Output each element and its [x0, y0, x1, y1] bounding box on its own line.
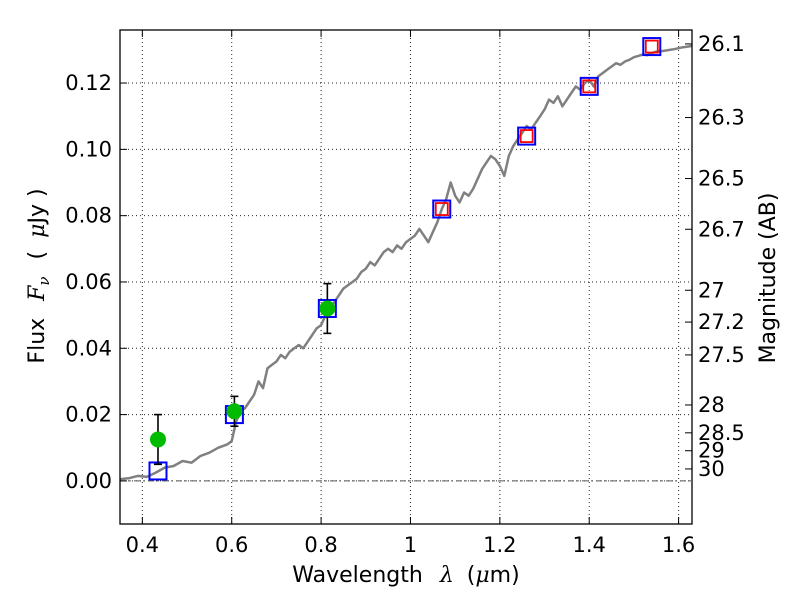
model-photometry-marker [642, 37, 662, 57]
ticks: 0.4 0.6 0.8 1 1.2 1.4 1.6 0.00 0.02 0.04 0.06 0.08 0… [65, 30, 745, 557]
x-tick-label: 0.8 [304, 533, 337, 557]
y-tick-label: 0.10 [65, 137, 112, 161]
y-tick-label: 0.06 [65, 270, 112, 294]
y-tick-label: 0.00 [65, 469, 112, 493]
y-tick-label: 0.12 [65, 71, 112, 95]
measured-point [149, 431, 166, 448]
magnitude-tick-label: 27.2 [698, 310, 745, 334]
magnitude-tick-label: 27 [698, 278, 725, 302]
magnitude-tick-label: 29 [698, 439, 725, 463]
measured-point [319, 300, 336, 317]
upper-limit-marker [582, 79, 597, 94]
magnitude-tick-label: 28 [698, 393, 725, 417]
y-tick-label: 0.02 [65, 403, 112, 427]
model-photometry-marker [432, 199, 452, 219]
y-axis-title-text: Flux [25, 318, 50, 364]
model-photometry-marker [579, 76, 599, 96]
y-axis-title-unit-rest: Jy ) [25, 188, 50, 225]
x-axis-title-unit-rest: m) [490, 563, 520, 588]
upper-limit-marker [644, 39, 659, 54]
magnitude-tick-label: 28.5 [698, 421, 745, 445]
magnitude-tick-label: 26.5 [698, 167, 745, 191]
model-photometry-marker [517, 126, 537, 146]
x-axis-title-text: Wavelength [292, 563, 423, 588]
x-axis-title: Wavelength λ (μm) [292, 563, 519, 588]
x-tick-label: 1 [404, 533, 417, 557]
plot-frame [119, 29, 693, 525]
y-axis-title-subscript: ν [35, 276, 53, 285]
series-layer [119, 37, 693, 481]
x-axis-title-unit-open: ( [467, 563, 476, 588]
magnitude-tick-label: 26.7 [698, 217, 745, 241]
y-axis-title: Flux Fν ( μJy ) [25, 188, 55, 363]
magnitude-tick-label: 26.3 [698, 106, 745, 130]
magnitude-tick-label: 26.1 [698, 32, 745, 56]
x-axis-title-unit-mu: μ [475, 563, 489, 588]
x-tick-label: 0.4 [126, 533, 159, 557]
y-tick-label: 0.04 [65, 336, 112, 360]
x-tick-label: 0.6 [215, 533, 248, 557]
measured-point [226, 403, 243, 420]
upper-limit-marker [519, 129, 534, 143]
y-axis-title-unit-mu: μ [25, 224, 50, 238]
plot-background [120, 30, 692, 524]
magnitude-tick-label: 27.5 [698, 343, 745, 367]
right-axis-title: Magnitude (AB) [756, 193, 781, 364]
y-axis-title-symbol: F [25, 285, 50, 302]
x-tick-label: 1.4 [573, 533, 606, 557]
magnitude-tick-label: 30 [698, 457, 725, 481]
upper-limit-marker [434, 202, 449, 216]
y-axis-title-unit-open: ( [25, 251, 50, 260]
x-tick-label: 1.2 [483, 533, 516, 557]
spectrum-line [119, 44, 693, 481]
x-tick-label: 1.6 [662, 533, 695, 557]
x-axis-title-symbol: λ [439, 563, 454, 588]
y-tick-label: 0.08 [65, 204, 112, 228]
